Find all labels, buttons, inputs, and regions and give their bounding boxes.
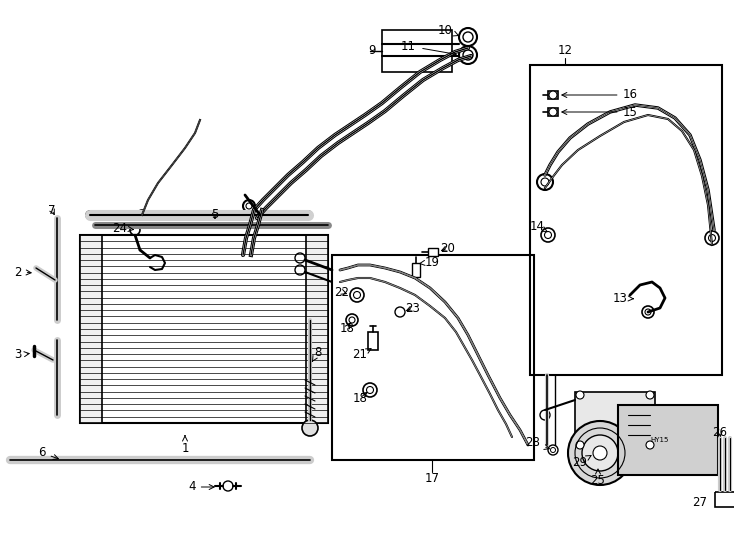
- Bar: [412, 263, 420, 277]
- Circle shape: [541, 178, 549, 186]
- Circle shape: [349, 317, 355, 323]
- Circle shape: [395, 307, 405, 317]
- Text: 17: 17: [424, 471, 440, 484]
- Text: 24: 24: [112, 221, 134, 234]
- Circle shape: [130, 225, 140, 235]
- Circle shape: [86, 211, 94, 219]
- Bar: [715, 492, 734, 507]
- Circle shape: [137, 210, 147, 220]
- Text: 26: 26: [713, 426, 727, 438]
- Circle shape: [354, 292, 360, 299]
- Text: 6: 6: [38, 447, 59, 460]
- Bar: [428, 248, 438, 256]
- Bar: [548, 108, 558, 116]
- Bar: [575, 392, 655, 447]
- Bar: [382, 30, 452, 72]
- Circle shape: [350, 288, 364, 302]
- Circle shape: [545, 232, 551, 239]
- Bar: [548, 91, 558, 99]
- Circle shape: [463, 32, 473, 42]
- Text: 11: 11: [401, 39, 415, 52]
- Text: 5: 5: [211, 208, 219, 221]
- Circle shape: [582, 435, 618, 471]
- Circle shape: [548, 445, 558, 455]
- Circle shape: [246, 203, 252, 209]
- Text: 23: 23: [406, 301, 421, 314]
- Circle shape: [459, 46, 477, 64]
- Bar: [306, 235, 328, 423]
- Text: 8: 8: [313, 346, 321, 361]
- Circle shape: [541, 228, 555, 242]
- Circle shape: [346, 314, 358, 326]
- Circle shape: [304, 211, 312, 219]
- Text: 3: 3: [14, 348, 29, 361]
- Text: 22: 22: [335, 286, 349, 299]
- Circle shape: [568, 421, 632, 485]
- Circle shape: [302, 420, 318, 436]
- Text: 27: 27: [692, 496, 708, 509]
- Text: 9: 9: [368, 44, 376, 57]
- Text: 15: 15: [562, 105, 637, 118]
- Circle shape: [646, 391, 654, 399]
- Circle shape: [576, 391, 584, 399]
- Text: 2: 2: [14, 266, 31, 279]
- Circle shape: [642, 306, 654, 318]
- Circle shape: [295, 253, 305, 263]
- Text: 18: 18: [340, 321, 355, 334]
- Circle shape: [459, 28, 477, 46]
- Text: 19: 19: [419, 255, 440, 268]
- Circle shape: [549, 108, 557, 116]
- Bar: [332, 255, 534, 460]
- Circle shape: [243, 200, 255, 212]
- Text: 12: 12: [558, 44, 573, 57]
- Circle shape: [705, 231, 719, 245]
- Bar: [80, 235, 328, 423]
- Circle shape: [645, 309, 651, 315]
- Text: HY15: HY15: [651, 437, 669, 443]
- Text: 25: 25: [591, 469, 606, 487]
- Text: 16: 16: [562, 89, 638, 102]
- Circle shape: [550, 448, 556, 453]
- Circle shape: [295, 265, 305, 275]
- Circle shape: [223, 481, 233, 491]
- Circle shape: [708, 234, 716, 241]
- Circle shape: [366, 387, 374, 394]
- Circle shape: [463, 50, 473, 60]
- Text: 20: 20: [440, 241, 455, 254]
- Circle shape: [646, 441, 654, 449]
- Bar: [80, 235, 102, 423]
- Circle shape: [363, 383, 377, 397]
- Circle shape: [540, 410, 550, 420]
- Text: 29: 29: [573, 456, 591, 469]
- Bar: [368, 332, 378, 350]
- Text: 21: 21: [352, 348, 371, 361]
- Text: 14: 14: [529, 219, 548, 233]
- Bar: [530, 65, 722, 375]
- Bar: [618, 405, 718, 475]
- Text: 1: 1: [181, 436, 189, 455]
- Text: 28: 28: [526, 436, 549, 449]
- Text: 7: 7: [48, 204, 56, 217]
- Circle shape: [549, 91, 557, 99]
- Text: 4: 4: [188, 481, 214, 494]
- Text: 13: 13: [613, 292, 633, 305]
- Circle shape: [537, 174, 553, 190]
- Circle shape: [593, 446, 607, 460]
- Circle shape: [576, 441, 584, 449]
- Text: 10: 10: [437, 24, 459, 37]
- Text: 18: 18: [352, 392, 368, 404]
